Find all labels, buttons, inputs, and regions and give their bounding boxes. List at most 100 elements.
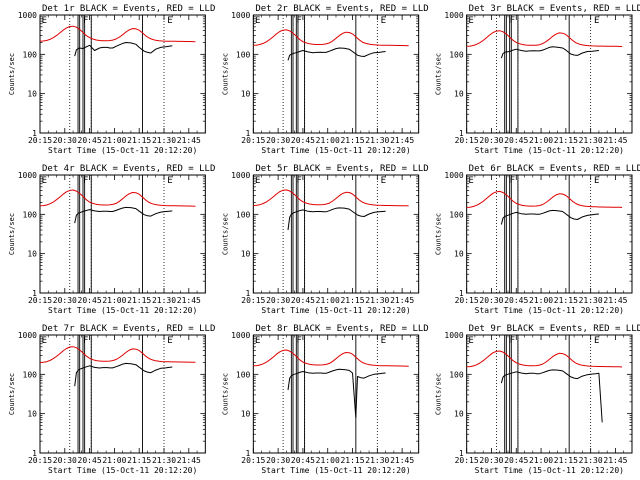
- x-tick-label: 21:15: [127, 456, 151, 465]
- x-tick-label: 20:45: [291, 136, 315, 145]
- y-tick-label: 10: [27, 410, 37, 419]
- x-axis-label: Start Time (15-Oct-11 20:12:20): [48, 466, 197, 475]
- x-tick-label: 20:30: [479, 136, 503, 145]
- x-tick-label: 21:00: [102, 136, 126, 145]
- x-tick-label: 21:00: [102, 296, 126, 305]
- marker-letter: E: [468, 16, 473, 26]
- x-tick-label: 20:45: [78, 456, 102, 465]
- plot-frame: [466, 334, 633, 454]
- x-tick-label: 20:30: [266, 136, 290, 145]
- series-line-lld: [253, 29, 409, 47]
- marker-letter: E: [381, 16, 386, 26]
- y-tick-label: 1: [246, 449, 251, 458]
- panel-title: Det 3r BLACK = Events, RED = LLD: [469, 4, 640, 14]
- series-line-lld: [253, 189, 409, 207]
- x-tick-label: 21:30: [579, 456, 603, 465]
- marker-letter: E: [381, 336, 386, 346]
- x-tick-label: 20:45: [78, 296, 102, 305]
- y-tick-label: 100: [23, 370, 38, 379]
- x-tick-label: 21:30: [579, 136, 603, 145]
- marker-letter: F: [83, 336, 88, 346]
- x-axis-label: Start Time (15-Oct-11 20:12:20): [475, 146, 624, 155]
- x-tick-label: 20:15: [455, 296, 479, 305]
- marker-letter: E: [167, 336, 172, 346]
- marker-letter: F: [83, 176, 88, 186]
- y-tick-label: 1000: [18, 11, 37, 20]
- marker-letter: E: [468, 176, 473, 186]
- x-tick-label: 21:15: [554, 296, 578, 305]
- panel-title: Det 2r BLACK = Events, RED = LLD: [255, 4, 428, 14]
- series-line-lld: [466, 190, 623, 208]
- marker-letter: F: [296, 176, 301, 186]
- y-tick-label: 10: [454, 250, 464, 259]
- x-tick-label: 21:30: [152, 296, 176, 305]
- x-tick-label: 20:15: [241, 296, 265, 305]
- x-tick-label: 21:30: [152, 136, 176, 145]
- x-tick-label: 20:30: [479, 456, 503, 465]
- x-tick-label: 21:45: [177, 296, 201, 305]
- y-tick-label: 100: [23, 50, 38, 59]
- y-axis-label: Counts/sec: [435, 213, 443, 255]
- x-tick-label: 21:15: [340, 296, 364, 305]
- marker-letter: E: [167, 176, 172, 186]
- x-tick-label: 21:15: [340, 136, 364, 145]
- x-tick-label: 21:15: [554, 456, 578, 465]
- plot-frame: [39, 334, 206, 454]
- x-tick-label: 20:45: [504, 456, 528, 465]
- series-line-events: [74, 206, 173, 224]
- marker-letter: E: [594, 16, 599, 26]
- x-tick-label: 20:30: [53, 136, 77, 145]
- marker-letter: F: [296, 336, 301, 346]
- x-tick-label: 20:45: [504, 136, 528, 145]
- x-axis-label: Start Time (15-Oct-11 20:12:20): [475, 306, 624, 315]
- series-line-lld: [466, 350, 623, 368]
- x-tick-label: 20:15: [241, 136, 265, 145]
- y-tick-label: 1000: [231, 331, 250, 340]
- y-tick-label: 100: [449, 50, 464, 59]
- x-tick-label: 21:00: [529, 136, 553, 145]
- x-tick-label: 21:00: [529, 296, 553, 305]
- y-tick-label: 1: [246, 289, 251, 298]
- x-tick-label: 21:45: [177, 456, 201, 465]
- x-tick-label: 20:15: [28, 136, 52, 145]
- x-tick-label: 20:45: [78, 136, 102, 145]
- panel-title: Det 7r BLACK = Events, RED = LLD: [42, 324, 215, 334]
- x-tick-label: 20:30: [266, 456, 290, 465]
- y-tick-label: 100: [236, 210, 251, 219]
- detector-panel-3: Det 3r BLACK = Events, RED = LLD 1 10 100 10…: [435, 4, 640, 155]
- y-tick-label: 1: [246, 129, 251, 138]
- plot-frame: [39, 14, 206, 134]
- series-line-events: [500, 209, 599, 225]
- x-tick-label: 20:15: [241, 456, 265, 465]
- detector-panel-9: Det 9r BLACK = Events, RED = LLD 1 10 100 10…: [435, 324, 640, 475]
- marker-letter: F: [510, 176, 515, 186]
- x-tick-label: 21:45: [390, 136, 414, 145]
- x-tick-label: 21:45: [603, 456, 627, 465]
- x-tick-label: 21:30: [365, 456, 389, 465]
- x-axis-label: Start Time (15-Oct-11 20:12:20): [261, 466, 410, 475]
- y-tick-label: 1: [32, 449, 37, 458]
- y-tick-label: 1000: [18, 171, 37, 180]
- x-tick-label: 20:15: [455, 456, 479, 465]
- y-tick-label: 1000: [231, 11, 250, 20]
- x-tick-label: 21:30: [579, 296, 603, 305]
- panel-title: Det 4r BLACK = Events, RED = LLD: [42, 164, 215, 174]
- detector-panel-5: Det 5r BLACK = Events, RED = LLD 1 10 100 10…: [221, 164, 428, 315]
- y-tick-label: 10: [241, 250, 251, 259]
- x-tick-label: 20:30: [53, 296, 77, 305]
- y-tick-label: 100: [449, 370, 464, 379]
- panel-title: Det 8r BLACK = Events, RED = LLD: [255, 324, 428, 334]
- x-axis-label: Start Time (15-Oct-11 20:12:20): [475, 466, 624, 475]
- x-axis-label: Start Time (15-Oct-11 20:12:20): [261, 146, 410, 155]
- marker-letter: E: [255, 16, 260, 26]
- series-line-events: [500, 46, 599, 59]
- y-tick-label: 1: [459, 449, 464, 458]
- marker-letter: F: [510, 16, 515, 26]
- x-tick-label: 20:45: [291, 456, 315, 465]
- y-tick-label: 1000: [444, 171, 463, 180]
- x-tick-label: 20:45: [291, 296, 315, 305]
- series-line-events: [74, 42, 173, 57]
- x-tick-label: 21:45: [603, 136, 627, 145]
- series-line-events: [287, 207, 386, 231]
